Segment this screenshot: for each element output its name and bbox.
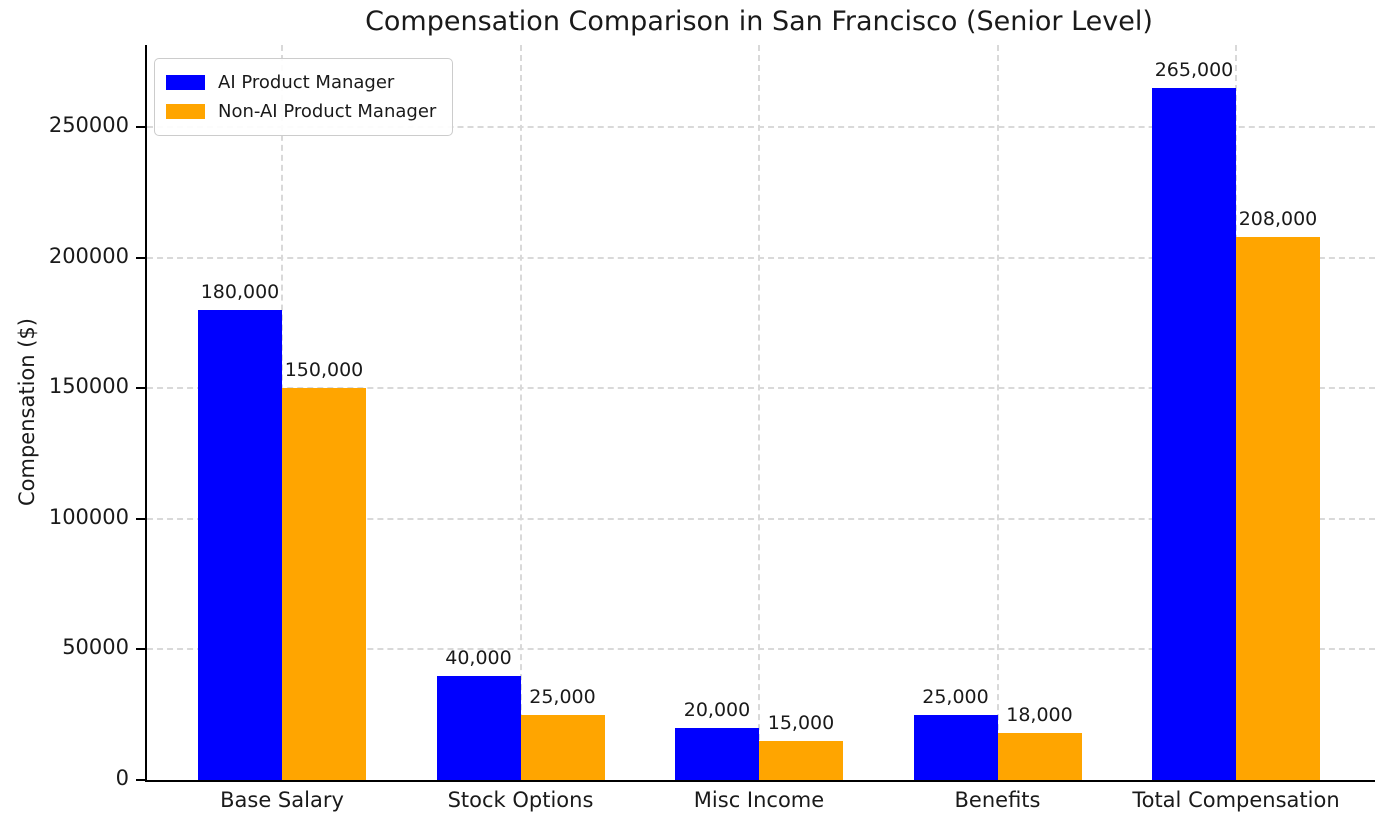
x-tick-label: Base Salary (220, 788, 344, 812)
bar-value-label: 208,000 (1238, 207, 1318, 230)
y-tick-label: 0 (115, 766, 129, 790)
gridline-vertical (758, 45, 760, 780)
y-tick-mark (136, 517, 145, 520)
bar-value-label: 150,000 (284, 359, 364, 382)
gridline-horizontal (147, 517, 1375, 520)
gridline-horizontal (147, 648, 1375, 651)
legend-swatch-icon (166, 75, 205, 90)
bar (436, 675, 521, 780)
bar-value-label: 265,000 (1154, 58, 1234, 81)
y-axis-label: Compensation ($) (15, 318, 39, 506)
legend-label: Non-AI Product Manager (218, 101, 437, 122)
legend-row: AI Product Manager (166, 68, 436, 97)
y-tick-label: 50000 (62, 635, 129, 660)
gridline-horizontal (147, 387, 1375, 390)
bar-value-label: 25,000 (529, 685, 596, 708)
gridline-horizontal (147, 256, 1375, 259)
plot-area: AI Product Manager Non-AI Product Manager… (49, 45, 1375, 812)
x-tick-label: Total Compensation (1132, 788, 1340, 812)
bar-value-label: 180,000 (200, 280, 280, 303)
bar-value-label: 40,000 (445, 646, 512, 669)
bar (1236, 236, 1320, 780)
bar (282, 388, 366, 780)
bar (913, 714, 998, 780)
bar (997, 733, 1082, 780)
y-tick-mark (136, 779, 145, 781)
bar (1152, 87, 1236, 780)
y-tick-label: 250000 (48, 113, 129, 137)
x-tick-label: Stock Options (447, 788, 594, 812)
bar (198, 309, 282, 780)
chart-title: Compensation Comparison in San Francisco… (365, 6, 1153, 37)
bar (759, 740, 843, 780)
bar-value-label: 15,000 (767, 711, 835, 734)
y-tick-label: 100000 (48, 504, 129, 529)
gridline-horizontal (147, 126, 1375, 128)
bar-value-label: 20,000 (683, 698, 751, 721)
gridline-vertical (996, 45, 999, 780)
y-tick-mark (136, 256, 145, 259)
y-tick-mark (136, 387, 145, 390)
y-tick-label: 150000 (48, 374, 129, 399)
bar (675, 727, 759, 780)
x-tick-label: Benefits (954, 788, 1041, 812)
bar-value-label: 25,000 (922, 685, 989, 708)
bar-value-label: 18,000 (1006, 703, 1073, 726)
y-tick-label: 200000 (48, 243, 129, 268)
legend-swatch-icon (166, 104, 205, 119)
x-tick-label: Misc Income (693, 788, 825, 812)
gridline-vertical (519, 45, 522, 780)
bar (520, 714, 605, 780)
y-tick-mark (136, 126, 145, 128)
legend-label: AI Product Manager (218, 72, 395, 93)
legend: AI Product Manager Non-AI Product Manager (154, 58, 454, 136)
legend-row: Non-AI Product Manager (166, 97, 436, 126)
y-tick-mark (136, 648, 145, 651)
